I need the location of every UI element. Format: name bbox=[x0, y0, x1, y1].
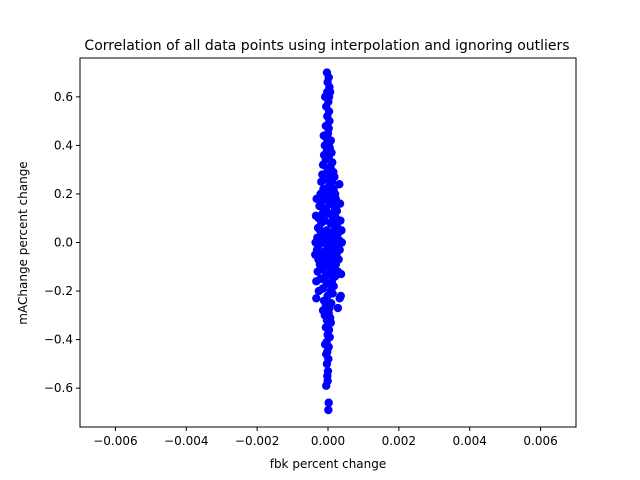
data-point bbox=[322, 359, 332, 369]
data-point bbox=[337, 238, 347, 247]
chart-title: Correlation of all data points using int… bbox=[84, 38, 569, 54]
x-tick-label: 0.004 bbox=[453, 434, 487, 448]
x-tick-label: −0.006 bbox=[93, 434, 137, 448]
x-tick-label: −0.002 bbox=[235, 434, 279, 448]
data-point bbox=[336, 269, 346, 279]
data-point bbox=[336, 291, 345, 301]
data-point bbox=[324, 405, 333, 415]
data-point bbox=[314, 286, 323, 296]
data-point bbox=[312, 194, 321, 204]
data-point bbox=[335, 199, 345, 208]
data-point bbox=[311, 211, 321, 220]
data-point bbox=[336, 216, 345, 225]
data-point bbox=[315, 201, 324, 211]
y-axis-title: mAChange percent change bbox=[16, 161, 30, 324]
y-tick-label: 0.6 bbox=[54, 90, 73, 104]
x-tick-label: 0.002 bbox=[382, 434, 416, 448]
data-point bbox=[337, 226, 346, 235]
y-tick-label: −0.2 bbox=[44, 284, 73, 298]
data-point bbox=[324, 398, 333, 407]
scatter-points bbox=[311, 68, 347, 415]
y-axis: −0.6 −0.4 −0.2 0.0 0.2 0.4 0.6 bbox=[44, 90, 80, 395]
data-point bbox=[312, 277, 321, 286]
data-point bbox=[312, 294, 321, 303]
data-point bbox=[335, 180, 344, 189]
data-point bbox=[322, 381, 331, 390]
x-tick-label: 0.006 bbox=[523, 434, 557, 448]
plot-frame bbox=[79, 57, 577, 428]
y-tick-label: −0.4 bbox=[44, 333, 73, 347]
x-axis-title: fbk percent change bbox=[270, 457, 387, 471]
data-point bbox=[333, 303, 343, 313]
y-tick-label: 0.4 bbox=[54, 138, 73, 152]
y-tick-label: 0.0 bbox=[54, 236, 73, 250]
data-point bbox=[311, 250, 320, 259]
x-tick-label: −0.004 bbox=[164, 434, 208, 448]
y-tick-label: 0.2 bbox=[54, 187, 73, 201]
data-point bbox=[311, 238, 320, 247]
data-point bbox=[313, 267, 322, 276]
y-tick-label: −0.6 bbox=[44, 381, 73, 395]
data-point bbox=[317, 177, 326, 187]
x-tick-label: 0.000 bbox=[311, 434, 345, 448]
x-axis: −0.006 −0.004 −0.002 0.000 0.002 0.004 0.006 bbox=[93, 427, 558, 448]
